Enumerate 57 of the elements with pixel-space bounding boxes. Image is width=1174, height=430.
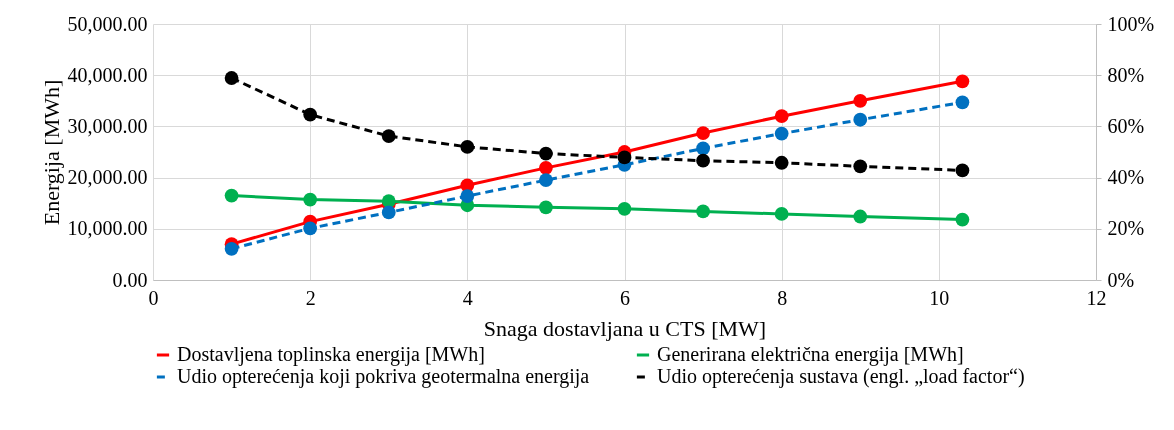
y-tick-label: 0.00 [112, 268, 148, 291]
x-tick-label: 6 [620, 286, 630, 309]
point [303, 221, 318, 236]
y-axis-title: Energija [MWh] [38, 79, 64, 226]
point [853, 112, 868, 127]
point [539, 200, 553, 215]
x-tick-label: 4 [462, 286, 473, 309]
point [696, 153, 710, 168]
x-tick-label: 0 [148, 286, 159, 309]
y2-tick-label: 100% [1107, 12, 1155, 35]
y2-tick-label: 80% [1107, 63, 1145, 86]
point [460, 140, 475, 154]
point [955, 74, 970, 89]
point [381, 129, 396, 144]
legend-label: Udio opterećenja koji pokriva geotermalna energija [177, 365, 590, 388]
point [224, 71, 239, 85]
legend-label: Generirana električna energija [MWh] [657, 343, 964, 366]
point [539, 173, 553, 188]
point [853, 209, 868, 224]
point [696, 204, 710, 219]
y2-tick-label: 20% [1107, 217, 1145, 240]
y-tick-label: 10,000.00 [67, 217, 148, 240]
y-tick-label: 40,000.00 [67, 63, 148, 86]
point [853, 93, 868, 108]
point [696, 141, 710, 156]
point [955, 212, 970, 227]
point [774, 207, 789, 221]
point [224, 241, 239, 256]
legend-label: Udio opterećenja sustava (engl. „load factor“) [657, 365, 1025, 388]
point [381, 205, 396, 220]
point [955, 95, 970, 110]
point [539, 146, 553, 161]
point [539, 160, 553, 175]
point [224, 188, 239, 203]
point [774, 155, 789, 170]
point [696, 126, 710, 140]
x-axis-title: Snaga dostavljana u CTS [MW] [483, 315, 767, 341]
point [774, 109, 789, 124]
point [617, 201, 632, 216]
y-tick-label: 20,000.00 [67, 166, 148, 189]
x-tick-label: 10 [929, 286, 950, 309]
x-tick-label: 8 [777, 286, 788, 309]
x-tick-label: 12 [1086, 286, 1107, 309]
y2-tick-label: 0% [1107, 268, 1135, 291]
y-tick-label: 30,000.00 [67, 114, 148, 137]
y2-tick-label: 60% [1107, 114, 1145, 137]
point [303, 192, 318, 207]
x-tick-label: 2 [305, 286, 316, 309]
point [460, 189, 475, 203]
point [303, 107, 318, 122]
point [853, 159, 868, 174]
y2-tick-label: 40% [1107, 166, 1145, 189]
point [774, 126, 789, 141]
y-tick-label: 50,000.00 [67, 12, 148, 35]
point [955, 163, 970, 178]
point [617, 150, 632, 165]
legend-label: Dostavljena toplinska energija [MWh] [177, 343, 485, 366]
